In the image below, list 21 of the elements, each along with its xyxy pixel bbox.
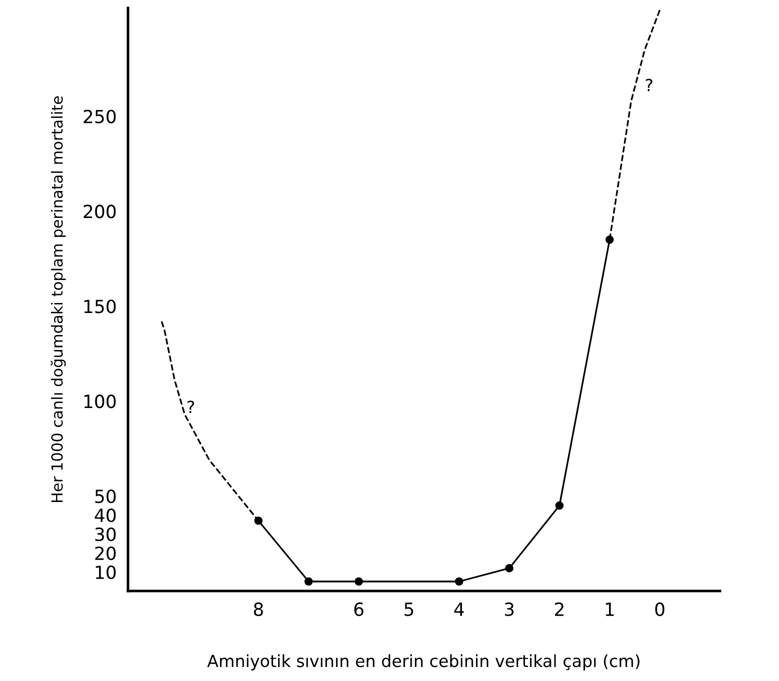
y-axis-title: Her 1000 canlı doğumdaki toplam perinatal mortalite — [50, 96, 66, 502]
x-tick-label: 8 — [254, 602, 263, 616]
x-tick-label: 4 — [454, 602, 464, 616]
x-tick-label: 0 — [655, 602, 664, 616]
y-tick-label: 50 — [95, 490, 116, 504]
y-tick-label: 150 — [84, 300, 116, 314]
annotation: ? — [646, 78, 652, 92]
y-tick-label: 10 — [96, 565, 116, 580]
y-tick-label: 100 — [84, 394, 116, 408]
x-tick-label: 6 — [354, 602, 364, 616]
x-tick-label: 2 — [555, 602, 564, 616]
y-tick-label: 40 — [94, 508, 116, 522]
y-tick-label: 20 — [95, 546, 116, 560]
x-tick-label: 5 — [404, 602, 414, 616]
y-tick-label: 30 — [95, 527, 116, 542]
y-tick-label: 250 — [84, 110, 116, 124]
x-tick-label: 3 — [504, 602, 514, 616]
y-tick-label: 200 — [84, 204, 116, 218]
annotation: ? — [188, 400, 194, 414]
x-tick-label: 1 — [606, 602, 614, 616]
x-axis-title: Amniyotik sıvının en derin cebinin vertikal çapı (cm) — [207, 654, 640, 670]
